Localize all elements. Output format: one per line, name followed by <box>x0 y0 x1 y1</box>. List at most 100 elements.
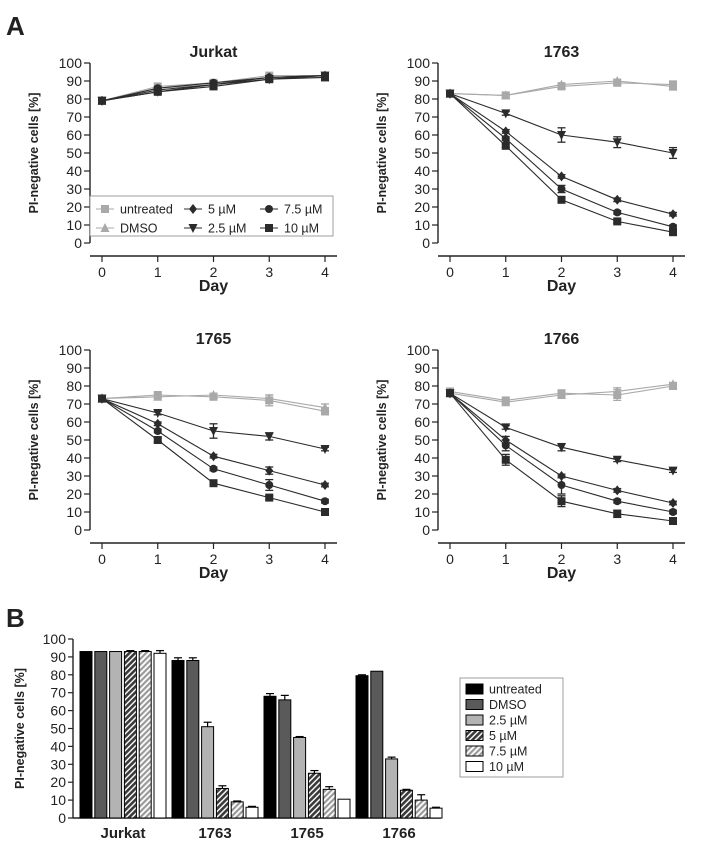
series-2-5-um <box>97 394 330 454</box>
data-point <box>153 87 162 96</box>
legend-item-7-5-um: 7.5 µM <box>465 745 527 759</box>
data-point <box>209 82 218 91</box>
data-point <box>557 481 566 489</box>
y-tick-label: 100 <box>59 55 83 71</box>
series-line <box>449 392 674 472</box>
data-point <box>501 423 511 433</box>
legend-swatch <box>465 683 484 695</box>
x-tick-label: 3 <box>265 264 273 280</box>
data-point <box>320 445 330 454</box>
bar-2-5-um <box>201 726 215 819</box>
x-tick-label: 1 <box>502 551 510 567</box>
series-10-um <box>98 394 329 516</box>
x-tick-label: 3 <box>265 551 273 567</box>
bar-5-um <box>307 772 321 819</box>
y-tick-label: 30 <box>414 181 430 197</box>
data-point <box>209 390 218 399</box>
data-point <box>209 451 218 462</box>
data-point <box>501 441 510 450</box>
legend-label: untreated <box>489 683 542 697</box>
bar-dmso <box>278 699 292 819</box>
chart-title: 1766 <box>544 331 580 348</box>
y-tick-label: 70 <box>66 109 82 125</box>
data-point <box>613 208 622 217</box>
data-point <box>613 497 622 506</box>
legend-label: 2.5 µM <box>208 222 246 236</box>
x-tick-label: 1765 <box>290 825 323 842</box>
y-tick-label: 100 <box>59 342 83 358</box>
legend-label: DMSO <box>489 698 527 712</box>
data-point <box>209 464 218 473</box>
data-point <box>557 497 566 506</box>
series-2-5-um <box>445 389 678 476</box>
y-tick-label: 30 <box>66 468 82 484</box>
y-tick-label: 100 <box>407 342 431 358</box>
data-point <box>320 402 330 412</box>
legend-swatch <box>465 761 484 772</box>
legend-item-7-5-um: 7.5 µM <box>260 203 322 217</box>
data-point <box>668 81 678 91</box>
data-point <box>446 89 454 98</box>
series-dmso <box>445 76 678 100</box>
y-tick-label: 10 <box>50 792 66 808</box>
y-tick-label: 40 <box>50 738 66 754</box>
y-tick-label: 40 <box>414 450 430 466</box>
data-point <box>557 131 566 140</box>
legend-swatch <box>465 745 484 757</box>
data-point <box>501 126 510 137</box>
data-point <box>321 73 329 82</box>
data-point <box>446 389 454 398</box>
bar-group-jurkat: Jurkat <box>79 650 167 842</box>
y-axis-label: PI-negative cells [%] <box>375 93 389 214</box>
series-line <box>449 93 674 228</box>
x-tick-label: Jurkat <box>100 825 145 842</box>
data-point <box>209 427 218 436</box>
x-tick-label: 2 <box>210 551 218 567</box>
bar-dmso <box>370 670 384 819</box>
bar-5-um <box>215 787 229 819</box>
data-point <box>557 390 566 399</box>
series-line <box>449 93 674 154</box>
y-tick-label: 0 <box>422 522 430 538</box>
legend-label: 5 µM <box>489 729 517 743</box>
data-point <box>98 96 106 105</box>
x-tick-label: 4 <box>321 264 329 280</box>
data-point <box>669 498 677 508</box>
x-tick-label: 1 <box>502 264 510 280</box>
y-tick-label: 20 <box>414 199 430 215</box>
y-tick-label: 70 <box>414 109 430 125</box>
data-point <box>265 465 274 476</box>
x-tick-label: 1 <box>154 264 162 280</box>
y-tick-label: 90 <box>66 360 82 376</box>
legend-item-5-um: 5 µM <box>184 203 236 217</box>
data-point <box>613 485 622 496</box>
y-tick-label: 0 <box>422 235 430 251</box>
y-tick-label: 10 <box>66 504 82 520</box>
data-point <box>321 480 329 490</box>
data-point <box>153 427 162 435</box>
data-point <box>265 481 274 489</box>
y-tick-label: 70 <box>414 396 430 412</box>
legend-item-2-5-um: 2.5 µM <box>465 714 527 728</box>
legend-marker <box>189 204 197 214</box>
y-tick-label: 90 <box>414 73 430 89</box>
data-point <box>321 508 329 516</box>
data-point <box>669 228 677 237</box>
legend-item-dmso: DMSO <box>465 698 527 712</box>
y-tick-label: 40 <box>66 450 82 466</box>
series-dmso <box>445 379 678 407</box>
bar-group-1766: 1766 <box>355 670 443 842</box>
y-tick-label: 50 <box>66 145 82 161</box>
data-point <box>264 432 274 442</box>
data-point <box>669 508 677 516</box>
y-axis-label: PI-negative cells [%] <box>27 93 41 214</box>
y-tick-label: 100 <box>407 55 431 71</box>
bar-group-1765: 1765 <box>263 692 351 842</box>
y-tick-label: 40 <box>414 163 430 179</box>
y-tick-label: 60 <box>66 127 82 143</box>
